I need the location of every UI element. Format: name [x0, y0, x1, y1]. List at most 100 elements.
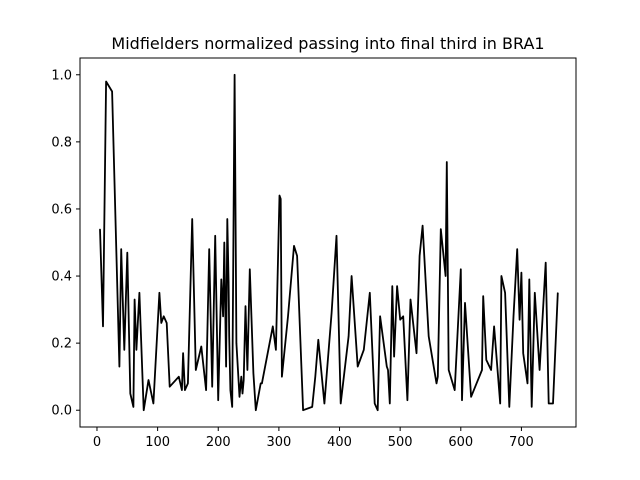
data-point — [348, 335, 350, 337]
y-axis: 0.0 0.2 0.4 0.6 0.8 1.0 — [51, 68, 80, 419]
data-point — [111, 91, 113, 92]
data-point — [158, 292, 160, 294]
data-point — [311, 406, 313, 408]
data-point — [461, 399, 463, 401]
data-point — [220, 278, 222, 280]
x-tick-label: 600 — [448, 435, 473, 450]
data-point — [261, 382, 263, 384]
data-point — [314, 376, 316, 378]
data-point — [302, 409, 304, 411]
data-point — [135, 349, 137, 351]
data-point — [464, 302, 466, 304]
data-point — [363, 349, 365, 351]
data-point — [436, 382, 437, 384]
data-point — [545, 262, 547, 264]
data-point — [374, 403, 376, 404]
data-point — [279, 195, 280, 196]
series-layer — [99, 73, 559, 412]
data-point — [531, 406, 533, 408]
data-point — [208, 248, 210, 250]
data-point — [351, 275, 353, 277]
series-line — [99, 73, 559, 412]
data-point — [184, 389, 186, 391]
data-point — [126, 252, 128, 254]
data-point — [534, 292, 536, 294]
data-point — [508, 406, 510, 408]
data-point — [416, 352, 417, 354]
data-point — [123, 349, 125, 351]
y-tick-label: 1.0 — [51, 68, 72, 83]
data-point — [445, 275, 447, 277]
data-point — [246, 369, 248, 371]
data-point — [239, 396, 240, 398]
data-point — [402, 315, 404, 317]
data-point — [132, 406, 134, 408]
data-point — [118, 366, 120, 368]
data-point — [527, 382, 528, 384]
data-point — [275, 349, 277, 351]
data-point — [548, 403, 550, 404]
data-point — [520, 272, 522, 274]
data-point — [419, 255, 421, 257]
data-point — [331, 312, 333, 314]
data-point — [260, 382, 262, 384]
data-point — [138, 292, 140, 294]
data-point — [245, 305, 246, 307]
data-point — [148, 379, 149, 381]
data-point — [485, 359, 487, 361]
data-point — [410, 299, 411, 300]
data-point — [323, 403, 325, 404]
data-point — [481, 369, 483, 371]
data-point — [369, 292, 371, 294]
data-point — [386, 366, 388, 368]
y-tick-label: 0.6 — [51, 202, 72, 217]
data-point — [482, 295, 484, 297]
data-point — [217, 399, 219, 401]
data-point — [243, 379, 245, 381]
chart-title: Midfielders normalized passing into fina… — [111, 34, 544, 53]
data-point — [504, 292, 506, 294]
data-point — [280, 198, 282, 200]
y-tick-label: 0.8 — [51, 135, 72, 150]
data-point — [519, 319, 521, 321]
x-tick-label: 700 — [509, 435, 534, 450]
data-point — [143, 409, 145, 411]
data-point — [166, 322, 168, 324]
data-point — [252, 372, 254, 374]
data-point — [357, 366, 359, 368]
data-point — [211, 386, 213, 388]
x-tick-label: 300 — [266, 435, 291, 450]
data-point — [470, 396, 472, 398]
data-point — [393, 356, 395, 358]
data-point — [163, 315, 165, 317]
data-point — [437, 376, 439, 378]
data-point — [454, 389, 456, 391]
data-point — [178, 376, 180, 378]
data-point — [391, 285, 393, 287]
data-point — [490, 369, 492, 371]
data-point — [200, 346, 202, 347]
data-point — [234, 74, 236, 76]
data-point — [105, 81, 107, 82]
data-point — [460, 268, 462, 270]
data-point — [528, 278, 530, 280]
data-point — [516, 248, 518, 250]
data-point — [293, 245, 295, 247]
data-point — [223, 242, 225, 243]
data-point — [160, 322, 162, 324]
data-point — [296, 255, 298, 257]
data-point — [242, 393, 243, 394]
data-point — [195, 369, 197, 371]
data-point — [182, 352, 184, 354]
data-point — [336, 235, 337, 237]
plot-frame — [79, 57, 577, 428]
data-point — [389, 403, 391, 404]
x-axis: 0 100 200 300 400 500 600 700 — [93, 427, 534, 450]
x-tick-label: 100 — [145, 435, 170, 450]
data-point — [169, 386, 171, 388]
data-point — [340, 403, 342, 404]
data-point — [240, 376, 242, 378]
data-point — [187, 382, 189, 384]
data-point — [428, 335, 430, 337]
